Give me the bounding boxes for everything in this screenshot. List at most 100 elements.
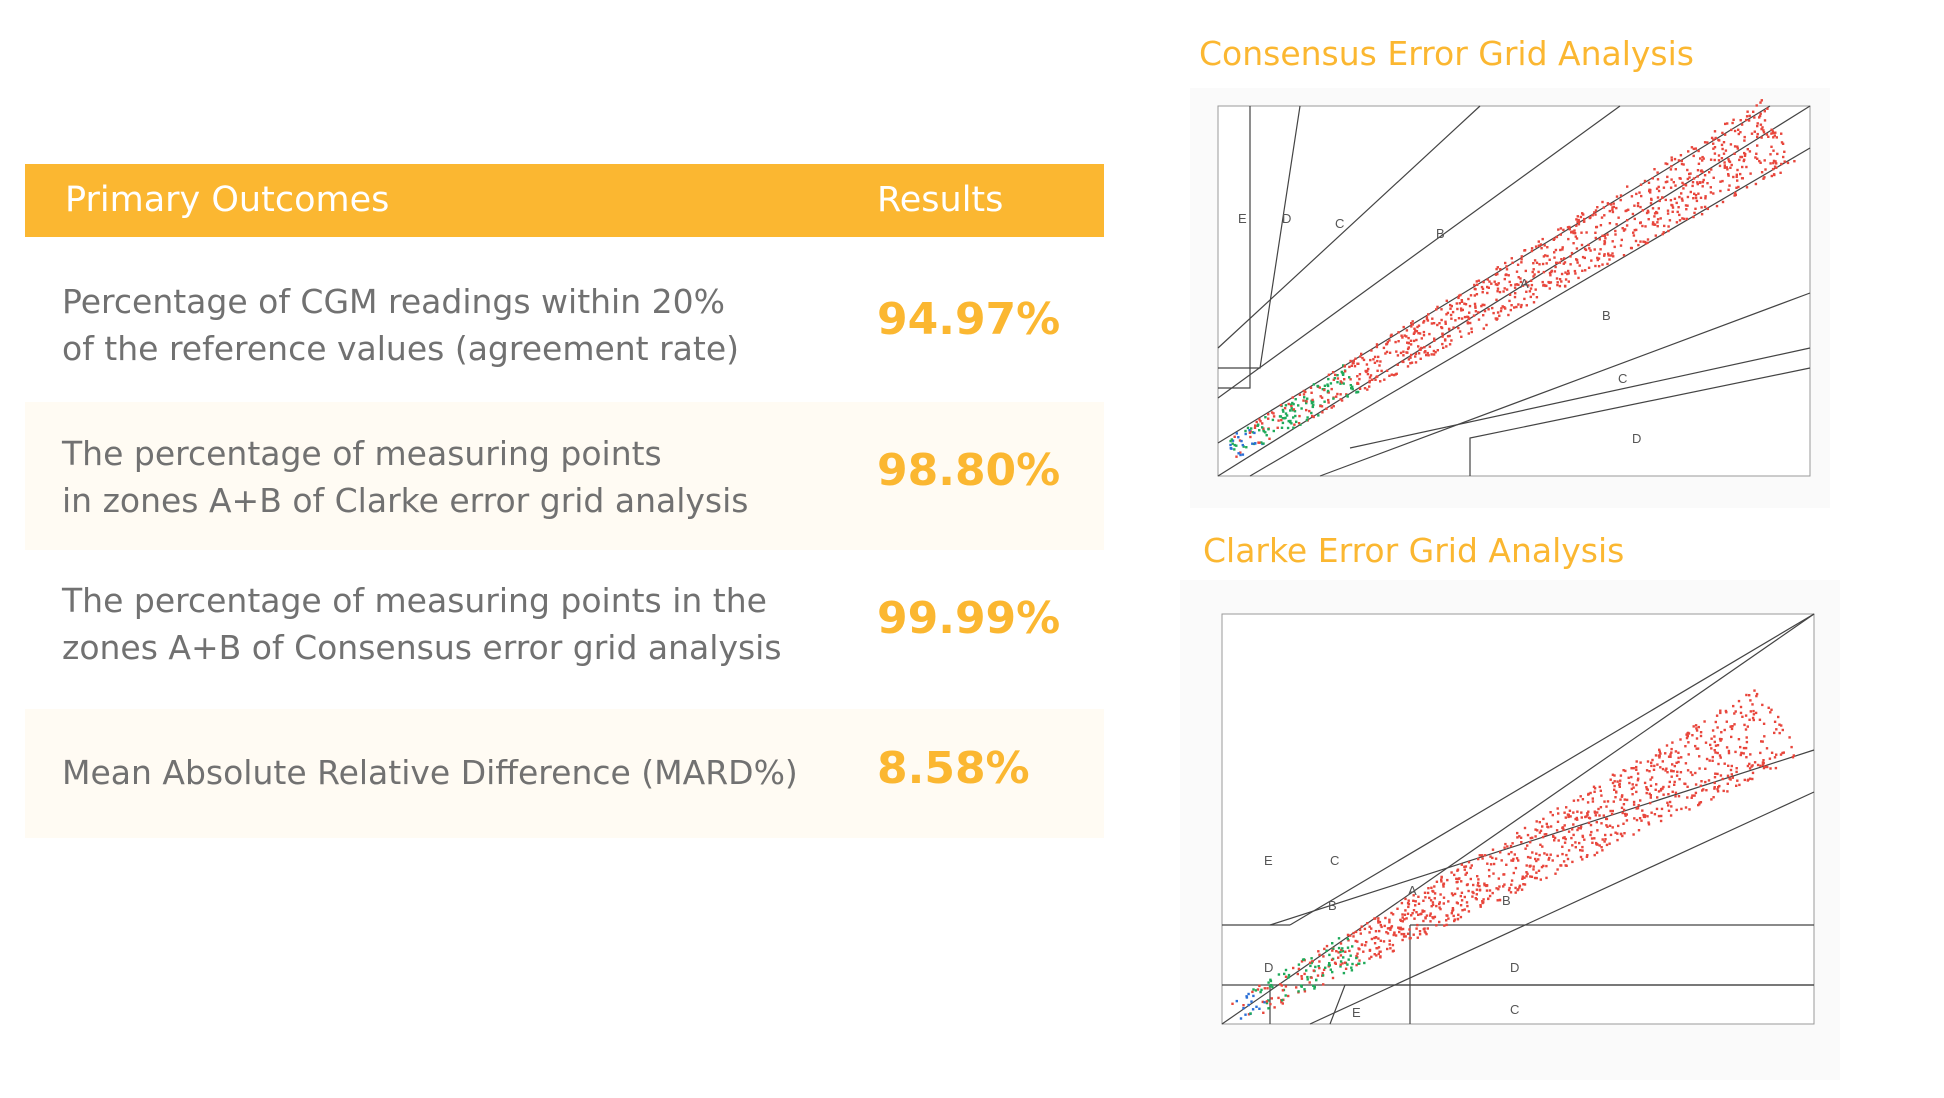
data-point bbox=[1461, 308, 1464, 312]
data-point bbox=[1569, 815, 1572, 818]
data-point bbox=[1597, 257, 1601, 260]
data-point bbox=[1500, 307, 1503, 310]
data-point bbox=[1264, 431, 1267, 434]
data-point bbox=[1713, 146, 1717, 149]
data-point bbox=[1534, 288, 1537, 291]
data-point bbox=[1622, 808, 1626, 812]
data-point bbox=[1713, 786, 1716, 789]
data-point bbox=[1290, 407, 1293, 410]
data-point bbox=[1697, 162, 1701, 165]
data-point bbox=[1740, 177, 1744, 180]
data-point bbox=[1752, 718, 1755, 722]
data-point bbox=[1680, 162, 1684, 166]
data-point bbox=[1684, 745, 1687, 748]
data-point bbox=[1548, 856, 1551, 860]
data-point bbox=[1533, 876, 1537, 880]
data-point bbox=[1723, 762, 1726, 765]
data-point bbox=[1447, 900, 1450, 903]
data-point bbox=[1597, 807, 1600, 811]
data-point bbox=[1673, 764, 1676, 768]
data-point bbox=[1370, 349, 1373, 352]
data-point bbox=[1336, 392, 1339, 396]
data-point bbox=[1535, 859, 1538, 863]
data-point bbox=[1431, 903, 1435, 907]
data-point bbox=[1570, 251, 1574, 255]
data-point bbox=[1515, 305, 1518, 309]
data-point bbox=[1251, 431, 1255, 434]
data-point bbox=[1270, 411, 1274, 414]
data-point bbox=[1670, 747, 1673, 751]
data-point bbox=[1371, 378, 1374, 381]
data-point bbox=[1593, 853, 1596, 857]
data-point bbox=[1509, 284, 1513, 287]
data-point bbox=[1306, 975, 1309, 979]
data-point bbox=[1485, 323, 1488, 327]
data-point bbox=[1539, 878, 1542, 881]
data-point bbox=[1682, 183, 1685, 186]
zone-label: B bbox=[1502, 893, 1511, 908]
data-point bbox=[1715, 204, 1719, 208]
data-point bbox=[1608, 222, 1612, 225]
data-point bbox=[1694, 744, 1697, 748]
data-point bbox=[1287, 973, 1291, 977]
data-point bbox=[1399, 351, 1403, 355]
data-point bbox=[1609, 254, 1612, 257]
data-point bbox=[1233, 435, 1236, 438]
data-point bbox=[1303, 396, 1306, 399]
data-point bbox=[1755, 694, 1758, 698]
data-point bbox=[1700, 213, 1704, 216]
data-point bbox=[1356, 375, 1359, 378]
data-point bbox=[1323, 947, 1326, 951]
data-point bbox=[1451, 310, 1455, 314]
data-point bbox=[1290, 404, 1293, 408]
data-point bbox=[1574, 235, 1577, 238]
data-point bbox=[1691, 181, 1695, 184]
data-point bbox=[1632, 234, 1636, 237]
data-point bbox=[1546, 246, 1549, 249]
table-header: Primary Outcomes Results bbox=[25, 164, 1104, 237]
data-point bbox=[1393, 932, 1396, 935]
data-point bbox=[1343, 365, 1346, 368]
data-point bbox=[1762, 177, 1765, 180]
data-point bbox=[1340, 399, 1344, 402]
data-point bbox=[1440, 880, 1443, 883]
data-point bbox=[1515, 857, 1519, 860]
data-point bbox=[1525, 864, 1528, 867]
data-point bbox=[1669, 186, 1673, 189]
data-point bbox=[1601, 263, 1604, 266]
data-point bbox=[1727, 188, 1730, 191]
data-point bbox=[1577, 827, 1580, 830]
data-point bbox=[1438, 906, 1441, 909]
data-point bbox=[1453, 919, 1456, 923]
data-point bbox=[1622, 769, 1625, 772]
data-point bbox=[1313, 987, 1316, 990]
data-point bbox=[1543, 833, 1546, 836]
data-point bbox=[1342, 382, 1345, 385]
data-point bbox=[1349, 384, 1352, 387]
data-point bbox=[1281, 989, 1285, 992]
data-point bbox=[1463, 868, 1466, 871]
data-point bbox=[1286, 426, 1290, 430]
data-point bbox=[1559, 233, 1562, 236]
data-point bbox=[1759, 764, 1762, 767]
row-result-value: 99.99% bbox=[877, 593, 1061, 644]
data-point bbox=[1686, 785, 1689, 788]
data-point bbox=[1445, 914, 1448, 917]
data-point bbox=[1385, 931, 1388, 934]
data-point bbox=[1312, 969, 1315, 972]
data-point bbox=[1459, 293, 1462, 297]
data-point bbox=[1229, 443, 1232, 447]
data-point bbox=[1406, 932, 1410, 935]
data-point bbox=[1630, 195, 1634, 198]
data-point bbox=[1600, 216, 1604, 219]
data-point bbox=[1743, 723, 1746, 727]
data-point bbox=[1514, 891, 1517, 894]
data-point bbox=[1557, 812, 1560, 815]
data-point bbox=[1579, 827, 1582, 830]
data-point bbox=[1640, 819, 1643, 822]
data-point bbox=[1365, 941, 1368, 944]
data-point bbox=[1436, 349, 1439, 352]
data-point bbox=[1467, 861, 1471, 864]
data-point bbox=[1619, 194, 1623, 197]
data-point bbox=[1463, 302, 1466, 305]
